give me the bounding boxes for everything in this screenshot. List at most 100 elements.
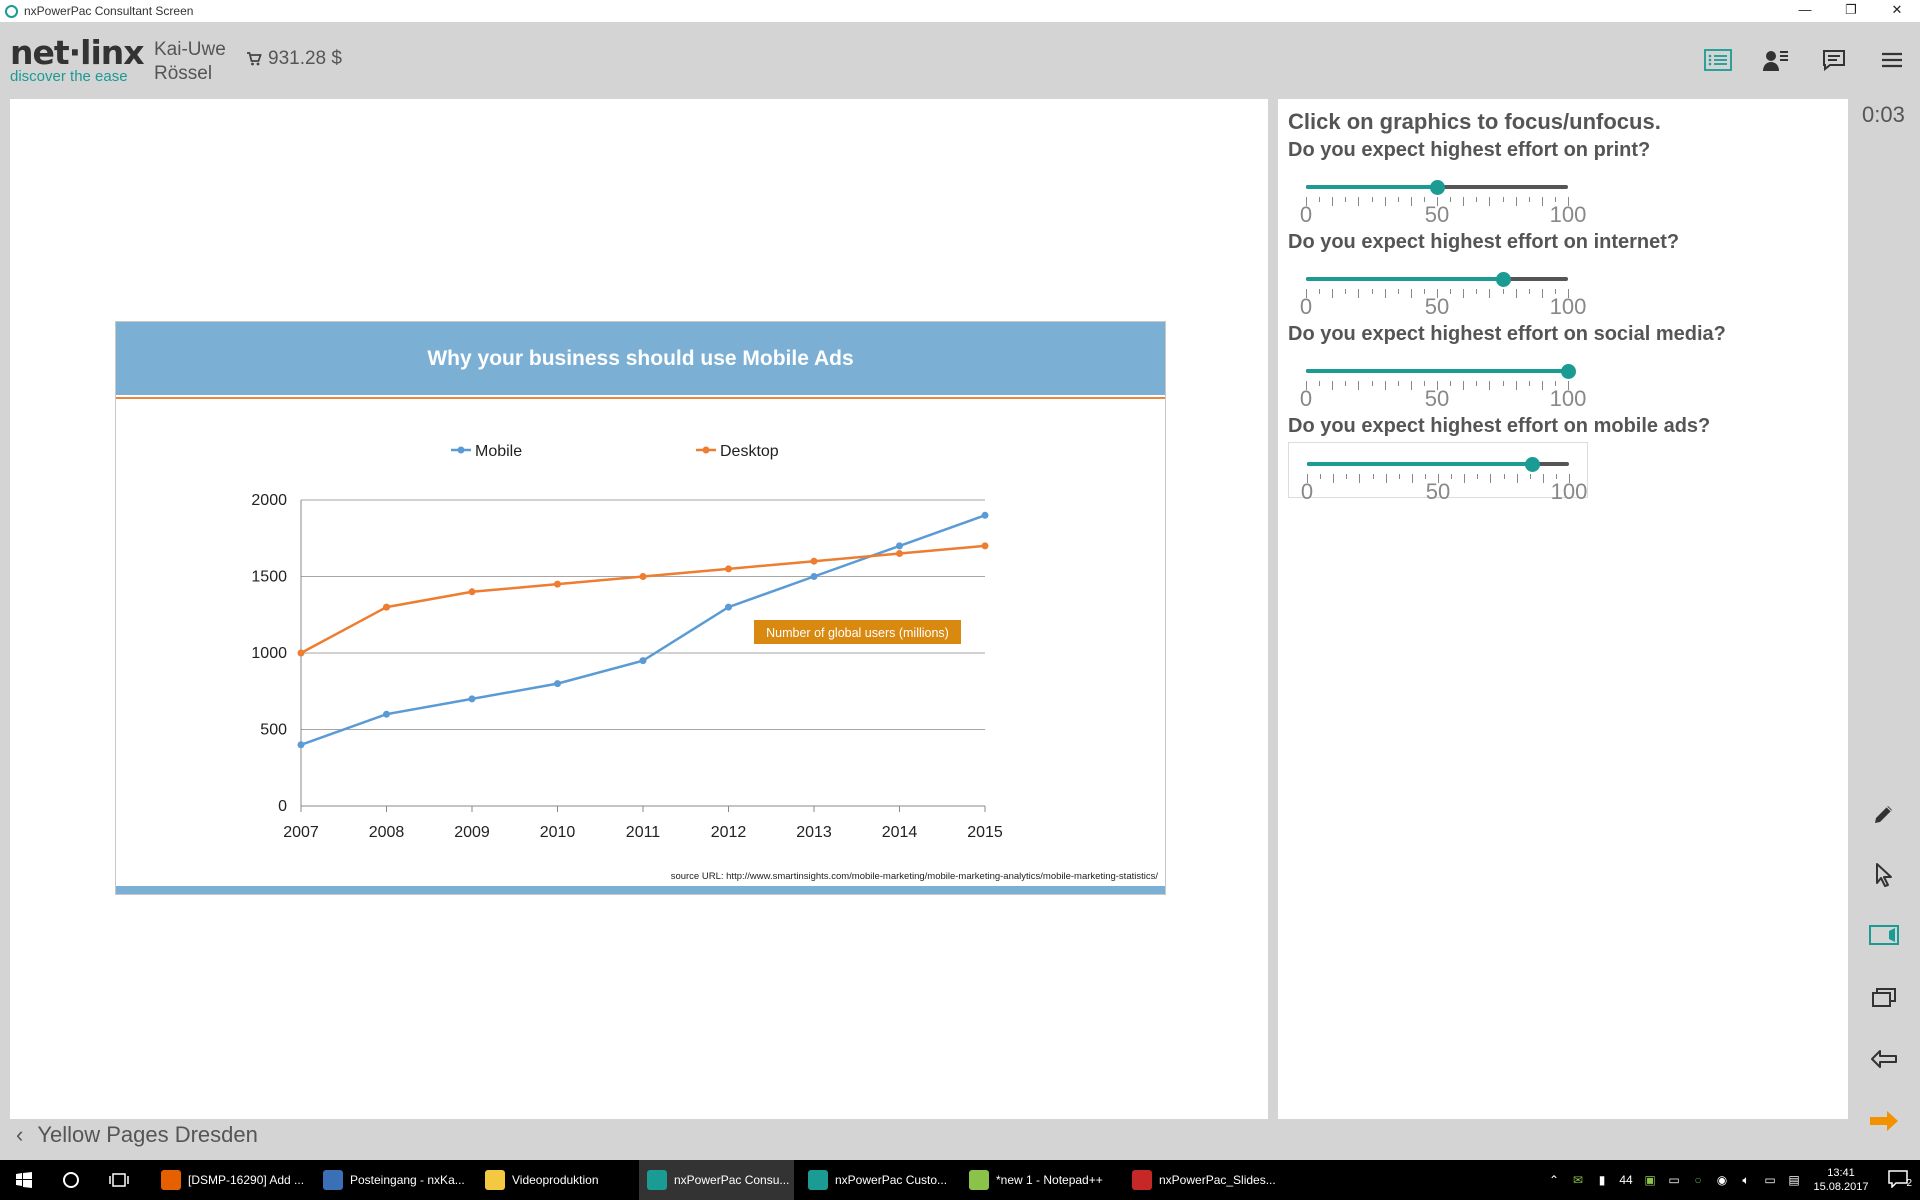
line-chart[interactable]: 0 500 1000 1500 2000 2007 2008 2009 2010 2011 2012… <box>116 402 1167 872</box>
taskbar-app[interactable]: nxPowerPac Custo... <box>800 1160 955 1200</box>
menu-icon[interactable] <box>1878 46 1906 74</box>
slider-tick <box>1528 381 1530 386</box>
data-point-mobile <box>810 573 818 580</box>
taskbar-app-label: Posteingang - nxKa... <box>350 1173 465 1187</box>
slider-thumb[interactable] <box>1561 364 1576 379</box>
restore-button[interactable]: ❐ <box>1845 2 1857 17</box>
slider-scale-min: 0 <box>1299 386 1313 411</box>
tray-monitor-icon[interactable]: ▣ <box>1644 1173 1656 1187</box>
windows-start-icon[interactable] <box>14 1170 34 1190</box>
taskbar-app-icon <box>161 1170 181 1190</box>
minimize-button[interactable]: — <box>1798 2 1812 17</box>
slider-tick <box>1541 197 1543 206</box>
pen-icon[interactable] <box>1868 798 1900 830</box>
notification-count: 2 <box>1906 1177 1912 1189</box>
slider-tick <box>1502 197 1504 202</box>
slider-tick <box>1528 197 1530 202</box>
slider-tick <box>1411 474 1413 483</box>
slider-tick <box>1529 474 1531 479</box>
data-point-mobile <box>383 710 390 718</box>
slider-tick <box>1437 197 1438 206</box>
slider-tick <box>1463 197 1465 206</box>
volume-icon[interactable]: 🔈︎ <box>1742 1172 1750 1187</box>
slider-tick <box>1464 474 1466 483</box>
chat-icon[interactable] <box>1820 46 1848 74</box>
slider-fill <box>1307 462 1533 466</box>
tray-usb-icon[interactable]: ▮ <box>1598 1173 1606 1187</box>
taskbar-app[interactable]: nxPowerPac_Slides... <box>1124 1160 1279 1200</box>
taskbar-app[interactable]: Videoproduktion <box>477 1160 632 1200</box>
slider-tick <box>1306 289 1307 298</box>
back-chevron-icon[interactable]: ‹ <box>16 1122 24 1147</box>
slider-scale-mid: 50 <box>1424 202 1450 227</box>
window-titlebar: nxPowerPac Consultant Screen — ❐ ✕ <box>0 0 1920 22</box>
taskbar-app[interactable]: [DSMP-16290] Add ... <box>153 1160 308 1200</box>
slider-scale-max: 100 <box>1550 479 1588 504</box>
slide-nav[interactable]: ‹ Yellow Pages Dresden <box>16 1120 258 1150</box>
slider-tick <box>1542 474 1544 483</box>
slider-tick <box>1397 289 1399 294</box>
tray-app-icon[interactable]: ✉ <box>1572 1173 1584 1187</box>
battery-icon[interactable]: ▭ <box>1764 1173 1776 1187</box>
slider-scale-min: 0 <box>1299 294 1313 319</box>
notifications-icon[interactable]: 2 <box>1876 1169 1920 1191</box>
slider-tick <box>1306 197 1307 206</box>
slider-thumb[interactable] <box>1495 272 1511 287</box>
effort-slider[interactable]: 0 50 100 <box>1288 258 1588 319</box>
slider-tick <box>1307 474 1308 483</box>
slide-viewer[interactable]: Why your business should use Mobile Ads … <box>10 99 1268 1119</box>
data-point-desktop <box>810 557 818 565</box>
slider-thumb[interactable] <box>1430 180 1445 195</box>
slider-tick <box>1410 289 1412 298</box>
taskbar-app[interactable]: nxPowerPac Consu... <box>639 1160 794 1200</box>
panel-title: Click on graphics to focus/unfocus. <box>1288 109 1661 134</box>
effort-slider[interactable]: 0 50 100 <box>1288 442 1588 504</box>
taskbar-app[interactable]: Posteingang - nxKa... <box>315 1160 470 1200</box>
camera-icon[interactable] <box>1868 919 1900 951</box>
cart-total[interactable]: 931.28 $ <box>246 48 342 70</box>
network-icon[interactable]: ▤ <box>1788 1173 1800 1187</box>
back-arrow-icon[interactable] <box>1868 1043 1900 1075</box>
slider-tick <box>1397 197 1399 202</box>
slider-tick <box>1332 381 1334 390</box>
slider-tick <box>1555 474 1557 479</box>
slider-tick <box>1515 197 1517 206</box>
slider-fill <box>1306 185 1437 189</box>
slider-thumb[interactable] <box>1525 457 1541 472</box>
search-cortana-icon[interactable] <box>61 1170 81 1190</box>
slider-tick <box>1423 381 1425 386</box>
data-point-desktop <box>896 550 903 558</box>
taskbar-app[interactable]: *new 1 - Notepad++ <box>961 1160 1116 1200</box>
previous-slide-label[interactable]: Yellow Pages Dresden <box>37 1122 258 1147</box>
tray-expand-icon[interactable]: ⌃ <box>1548 1173 1560 1187</box>
tray-app2-icon[interactable]: ◉ <box>1716 1173 1728 1187</box>
data-point-mobile <box>468 695 476 703</box>
users-list-icon[interactable] <box>1762 46 1790 74</box>
slider-tick <box>1371 381 1373 386</box>
timer: 0:03 <box>1862 102 1905 127</box>
close-button[interactable]: ✕ <box>1891 2 1903 17</box>
tray-window-icon[interactable]: ▭ <box>1668 1173 1680 1187</box>
task-view-icon[interactable] <box>109 1170 129 1190</box>
x-tick-label: 2015 <box>967 824 1003 841</box>
tray-status-icon[interactable]: ○ <box>1694 1173 1702 1187</box>
slider-tick <box>1516 474 1518 483</box>
taskbar-clock[interactable]: 13:41 15.08.2017 <box>1813 1167 1869 1193</box>
system-tray: ⌃ ✉ ▮ 44 ▣ ▭ ○ ◉ 🔈︎ ▭ ▤ 13:41 15.08.2017… <box>1542 1160 1920 1200</box>
slider-tick <box>1477 474 1479 479</box>
effort-slider[interactable]: 0 50 100 <box>1288 166 1588 227</box>
pointer-icon[interactable] <box>1868 859 1900 891</box>
effort-slider[interactable]: 0 50 100 <box>1288 350 1588 411</box>
questions-panel: Click on graphics to focus/unfocus. Do y… <box>1278 99 1848 1119</box>
next-arrow-icon[interactable] <box>1868 1105 1900 1137</box>
agenda-list-icon[interactable] <box>1704 46 1732 74</box>
cart-icon <box>247 52 262 66</box>
slider-tick <box>1371 289 1373 294</box>
slider-tick <box>1332 197 1334 206</box>
x-tick-label: 2014 <box>882 824 918 841</box>
data-point-mobile <box>896 542 903 550</box>
slide[interactable]: Why your business should use Mobile Ads … <box>115 321 1166 895</box>
windows-icon[interactable] <box>1868 981 1900 1013</box>
slider-tick <box>1410 197 1412 206</box>
slider-tick <box>1437 289 1438 298</box>
